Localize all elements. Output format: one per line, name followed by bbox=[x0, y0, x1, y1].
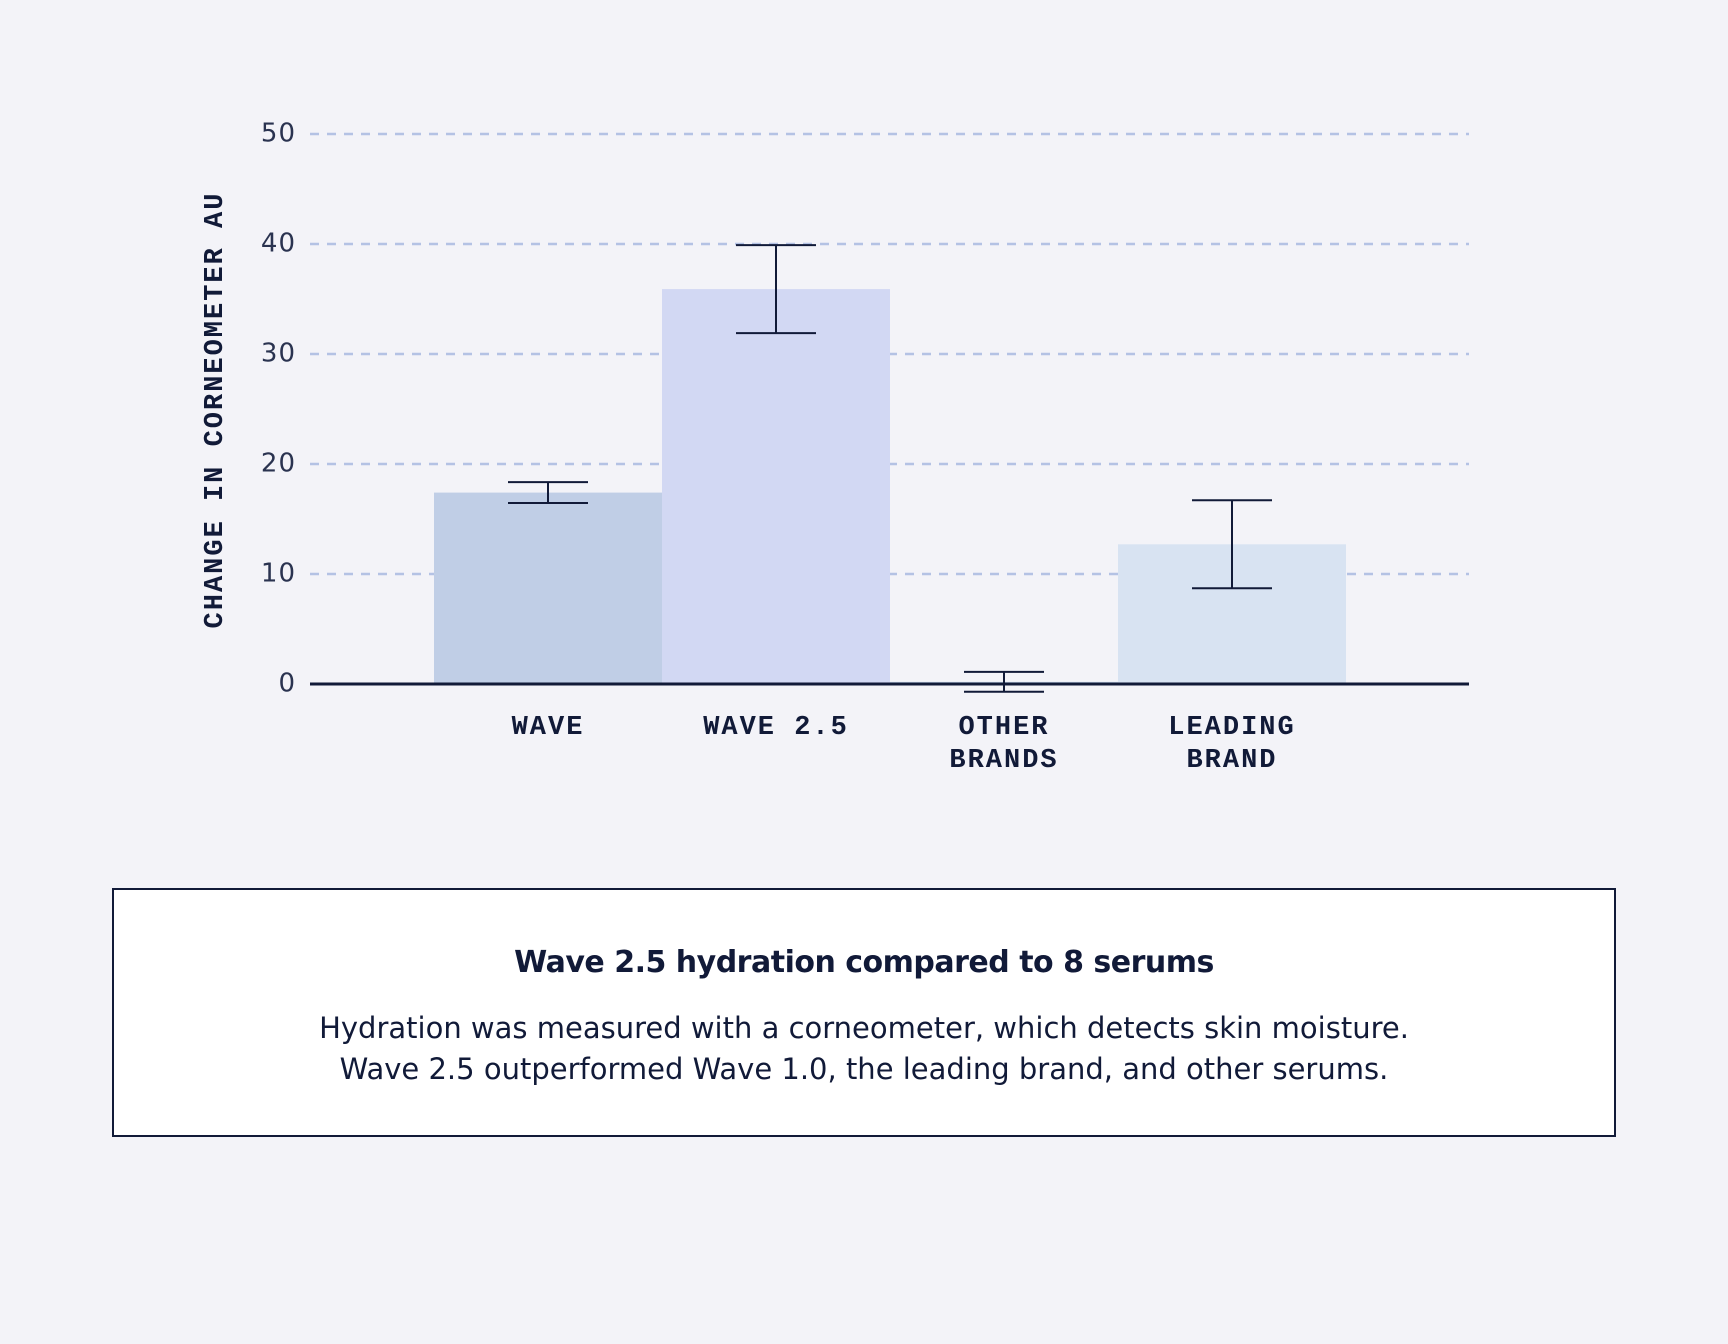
y-axis-label: CHANGE IN CORNEOMETER AU bbox=[201, 192, 231, 629]
bar bbox=[662, 289, 890, 684]
caption-title: Wave 2.5 hydration compared to 8 serums bbox=[514, 945, 1214, 980]
caption-box: Wave 2.5 hydration compared to 8 serums … bbox=[112, 888, 1616, 1137]
y-tick-label: 0 bbox=[278, 669, 296, 699]
bar bbox=[434, 492, 662, 684]
x-tick-label: WAVE 2.5 bbox=[703, 713, 849, 743]
y-tick-label: 20 bbox=[261, 449, 296, 479]
caption-line: Hydration was measured with a corneomete… bbox=[319, 1011, 1409, 1045]
caption-line: Wave 2.5 outperformed Wave 1.0, the lead… bbox=[339, 1052, 1389, 1086]
y-tick-label: 30 bbox=[261, 339, 296, 369]
y-tick-label: 10 bbox=[261, 559, 296, 589]
x-tick-label: LEADING BRAND bbox=[1168, 713, 1296, 776]
y-tick-label: 40 bbox=[261, 229, 296, 259]
chart: CHANGE IN CORNEOMETER AU 0 10 20 30 40 50 bbox=[201, 119, 1469, 699]
y-tick-label: 50 bbox=[261, 119, 296, 149]
x-tick-label: WAVE bbox=[511, 713, 585, 743]
x-tick-label: OTHER BRANDS bbox=[949, 713, 1059, 776]
